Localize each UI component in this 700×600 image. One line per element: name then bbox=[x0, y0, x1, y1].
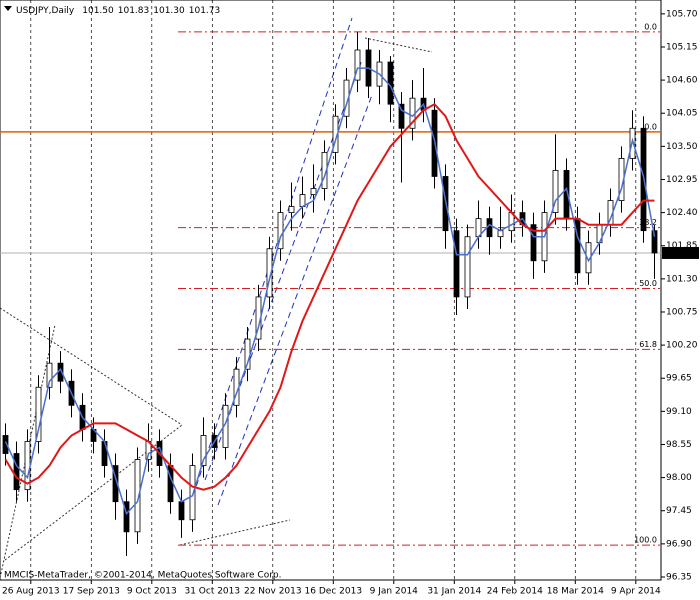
candle-body bbox=[398, 103, 405, 129]
footer: MMCIS-MetaTrader, ©2001-2014, MetaQuotes… bbox=[4, 571, 281, 581]
x-tick-label: 24 Feb 2014 bbox=[487, 587, 543, 597]
x-tick-label: 16 Dec 2013 bbox=[305, 587, 363, 597]
channel-line bbox=[217, 94, 373, 506]
symbol: USDJPY,Daily bbox=[16, 6, 75, 16]
y-tick-label: 100.75 bbox=[666, 307, 698, 317]
y-tick-label: 96.35 bbox=[666, 572, 692, 582]
y-tick-label: 98.55 bbox=[666, 440, 692, 450]
x-tick-label: 22 Nov 2013 bbox=[244, 587, 302, 597]
candle-body bbox=[530, 224, 537, 262]
candle-body bbox=[277, 212, 284, 250]
candle-body bbox=[35, 386, 42, 442]
y-tick-label: 104.05 bbox=[666, 109, 698, 119]
y-tick-label: 100.20 bbox=[666, 341, 698, 351]
triangle-line bbox=[364, 37, 433, 53]
y-tick-label: 104.60 bbox=[666, 76, 698, 86]
y-tick-label: 99.65 bbox=[666, 374, 692, 384]
chart-header: USDJPY,Daily 101.50 101.83 101.30 101.73 bbox=[16, 6, 220, 16]
candle-body bbox=[552, 170, 559, 214]
candle-body bbox=[46, 362, 53, 388]
open-value: 101.50 bbox=[82, 6, 114, 16]
fibo-label: 61.8 bbox=[639, 340, 657, 349]
high-value: 101.83 bbox=[118, 6, 150, 16]
y-tick-label: 101.30 bbox=[666, 274, 698, 284]
low-value: 101.30 bbox=[153, 6, 185, 16]
candle-body bbox=[299, 194, 306, 207]
y-tick-label: 99.10 bbox=[666, 407, 692, 417]
last-price-box bbox=[662, 246, 699, 259]
y-tick-label: 96.90 bbox=[666, 539, 692, 549]
y-tick-label: 98.00 bbox=[666, 473, 692, 483]
y-tick-label: 97.45 bbox=[666, 506, 692, 516]
fibo-label: 50.0 bbox=[639, 279, 657, 288]
channel-line bbox=[189, 17, 353, 506]
y-tick-label: 105.15 bbox=[666, 42, 698, 52]
candle-body bbox=[310, 188, 317, 195]
moving-average bbox=[4, 67, 656, 516]
x-tick-label: 31 Jan 2014 bbox=[427, 587, 481, 597]
menu-arrow[interactable] bbox=[4, 6, 12, 11]
last-price-label: 101.73 bbox=[665, 248, 697, 258]
candle-body bbox=[200, 435, 207, 466]
y-tick-label: 102.40 bbox=[666, 208, 698, 218]
close-value: 101.73 bbox=[189, 6, 221, 16]
x-tick-label: 9 Apr 2014 bbox=[611, 587, 661, 597]
fibo-label: 100.0 bbox=[634, 536, 657, 545]
x-tick-label: 18 Mar 2014 bbox=[547, 587, 604, 597]
x-tick-label: 31 Oct 2013 bbox=[184, 587, 240, 597]
y-tick-label: 101.85 bbox=[666, 241, 698, 251]
y-tick-label: 105.70 bbox=[666, 9, 698, 19]
triangle-line bbox=[179, 519, 291, 546]
y-tick-label: 102.95 bbox=[666, 175, 698, 185]
candle-body bbox=[178, 501, 185, 521]
moving-average bbox=[4, 102, 655, 491]
candle-body bbox=[134, 459, 141, 533]
fibo-label: 38.2 bbox=[639, 218, 657, 227]
candle-body bbox=[453, 230, 460, 298]
candle-body bbox=[497, 230, 504, 238]
candle-body bbox=[13, 453, 20, 491]
plot-frame bbox=[0, 0, 662, 581]
x-tick-label: 9 Jan 2014 bbox=[370, 587, 418, 597]
x-tick-label: 9 Oct 2013 bbox=[127, 587, 177, 597]
hline-label: 0.0 bbox=[644, 122, 657, 131]
fibo-label: 0.0 bbox=[644, 22, 657, 31]
triangle-line bbox=[4, 424, 183, 561]
candle-body bbox=[266, 248, 273, 298]
candle-body bbox=[288, 206, 295, 214]
candle-body bbox=[2, 435, 9, 454]
x-tick-label: 17 Sep 2013 bbox=[63, 587, 120, 597]
candle-body bbox=[189, 465, 196, 521]
x-tick-label: 26 Aug 2013 bbox=[2, 587, 60, 597]
candle-body bbox=[464, 236, 471, 298]
candle-body bbox=[354, 49, 361, 81]
candle-body bbox=[123, 501, 130, 533]
y-tick-label: 103.50 bbox=[666, 142, 698, 152]
candle-body bbox=[651, 230, 658, 254]
